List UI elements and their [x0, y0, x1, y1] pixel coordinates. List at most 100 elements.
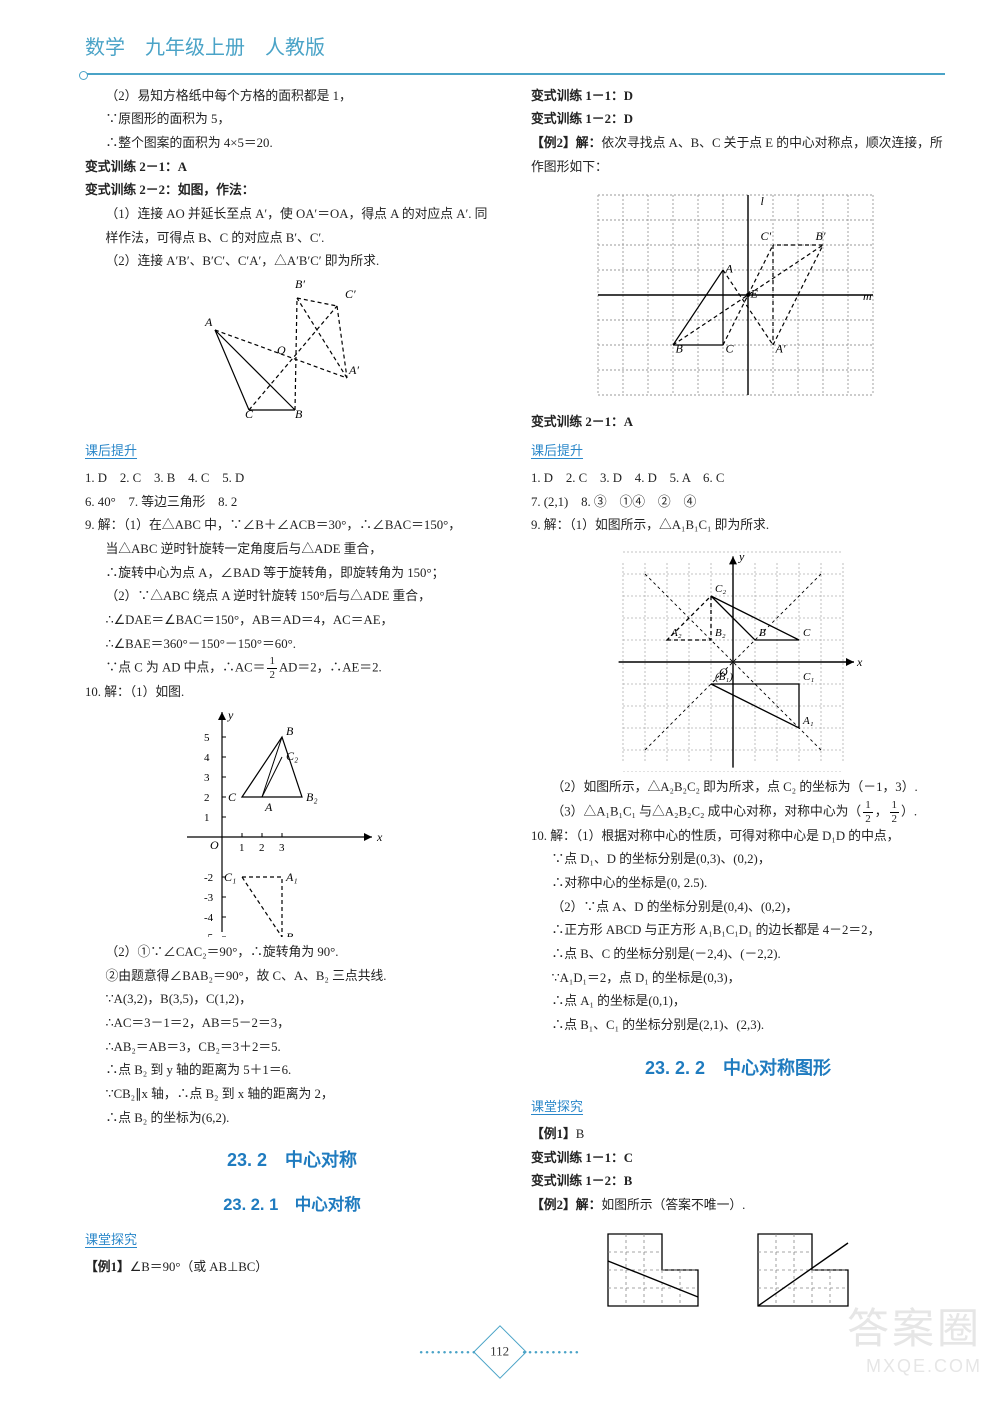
section-title: 23. 2. 1 中心对称 [85, 1190, 499, 1221]
svg-text:-4: -4 [204, 912, 214, 924]
text: ∴点 B、C 的坐标分别是(－2,4)、(－2,2). [531, 943, 945, 967]
svg-text:C₂: C₂ [715, 583, 726, 595]
svg-text:3: 3 [279, 842, 285, 854]
svg-text:B₁: B₁ [286, 930, 298, 937]
text: ②由题意得∠BAB₂＝90°，故 C、A、B₂ 三点共线. [85, 965, 499, 989]
svg-text:1: 1 [239, 842, 245, 854]
svg-text:C: C [228, 790, 237, 804]
svg-text:B: B [286, 724, 294, 738]
text: ∴点 B₂ 的坐标为(6,2). [85, 1107, 499, 1131]
text: ∵A(3,2)，B(3,5)，C(1,2)， [85, 988, 499, 1012]
text: （2）①∵∠CAC₂＝90°，∴旋转角为 90°. [85, 941, 499, 965]
svg-text:A₁: A₁ [802, 715, 814, 727]
svg-text:B: B [676, 342, 684, 356]
text: ∴AB₂＝AB＝3，CB₂＝3＋2＝5. [85, 1036, 499, 1060]
page-title: 数学 九年级上册 人教版 [85, 30, 945, 67]
text: ∴正方形 ABCD 与正方形 A₁B₁C₁D₁ 的边长都是 4－2＝2， [531, 919, 945, 943]
page-footer: •••••••••• 112 •••••••••• [0, 1333, 1000, 1371]
figure-lshape-sym [531, 1224, 945, 1319]
text: ∴点 B₁、C₁ 的坐标分别是(2,1)、(2,3). [531, 1014, 945, 1038]
svg-text:A: A [264, 800, 273, 814]
text: ∵A₁D₁＝2，点 D₁ 的坐标是(0,3)， [531, 967, 945, 991]
svg-text:B₂: B₂ [306, 790, 318, 804]
section-title: 23. 2. 2 中心对称图形 [531, 1052, 945, 1085]
svg-text:E: E [750, 287, 759, 301]
text: 变式训练 1－2：D [531, 108, 945, 132]
svg-text:3: 3 [204, 772, 210, 784]
figure-coord-sym: xyOC₂A₂B₂BC(B₁)C₁A₁ [531, 542, 945, 772]
content-columns: （2）易知方格纸中每个方格的面积都是 1， ∵原图形的面积为 5， ∴整个图案的… [85, 85, 945, 1325]
text: 9. 解：（1）在△ABC 中，∵∠B＋∠ACB＝30°，∴∠BAC＝150°， [85, 514, 499, 538]
text: （2）如图所示，△A₂B₂C₂ 即为所求，点 C₂ 的坐标为（－1，3）. [531, 776, 945, 800]
svg-text:A: A [725, 262, 734, 276]
svg-text:A: A [204, 315, 213, 329]
text: ∴∠BAE＝360°－150°－150°＝60°. [85, 633, 499, 657]
svg-text:C′: C′ [345, 287, 356, 301]
svg-text:B: B [759, 627, 766, 639]
svg-text:B: B [295, 407, 303, 421]
svg-text:A′: A′ [348, 363, 359, 377]
svg-text:C: C [726, 342, 735, 356]
svg-text:-5: -5 [204, 932, 214, 937]
svg-text:-2: -2 [204, 872, 213, 884]
svg-text:2: 2 [259, 842, 265, 854]
text: 变式训练 1－1：D [531, 85, 945, 109]
answer-line: 7. (2,1) 8. ③ ①④ ② ④ [531, 491, 945, 515]
svg-text:5: 5 [204, 732, 210, 744]
figure-grid-reflection: lC'B'EmBCA'A [531, 185, 945, 405]
svg-text:m: m [863, 289, 872, 303]
text: ∴点 A₁ 的坐标是(0,1)， [531, 990, 945, 1014]
svg-text:(B₁): (B₁) [715, 671, 733, 683]
text: ∴AC＝3－1＝2，AB＝5－2＝3， [85, 1012, 499, 1036]
text: （2）∵△ABC 绕点 A 逆时针旋转 150°后与△ADE 重合， [85, 585, 499, 609]
text: 10. 解：（1）如图. [85, 681, 499, 705]
section-heading: 课堂探究 [531, 1095, 945, 1119]
svg-text:C': C' [761, 229, 772, 243]
text: ∴∠DAE＝∠BAC＝150°，AB＝AD＝4，AC＝AE， [85, 609, 499, 633]
text: ∴整个图案的面积为 4×5＝20. [85, 132, 499, 156]
right-column: 变式训练 1－1：D 变式训练 1－2：D 【例2】解：依次寻找点 A、B、C … [531, 85, 945, 1325]
svg-text:-3: -3 [204, 892, 214, 904]
header-rule [85, 73, 945, 75]
footer-dots: •••••••••• [522, 1347, 581, 1359]
text: 变式训练 2－1：A [531, 411, 945, 435]
footer-dots: •••••••••• [419, 1347, 478, 1359]
text: （2）连接 A′B′、B′C′、C′A′，△A′B′C′ 即为所求. [85, 250, 499, 274]
text: ∴旋转中心为点 A，∠BAD 等于旋转角，即旋转角为 150°； [85, 562, 499, 586]
left-column: （2）易知方格纸中每个方格的面积都是 1， ∵原图形的面积为 5， ∴整个图案的… [85, 85, 499, 1325]
svg-text:A': A' [775, 342, 786, 356]
svg-text:B′: B′ [295, 278, 305, 291]
svg-text:x: x [856, 655, 863, 669]
text: 变式训练 2－1：A [85, 156, 499, 180]
text: ∵CB₂∥x 轴，∴点 B₂ 到 x 轴的距离为 2， [85, 1083, 499, 1107]
text: 9. 解：（1）如图所示，△A₁B₁C₁ 即为所求. [531, 514, 945, 538]
svg-text:l: l [761, 194, 765, 208]
text: ∴对称中心的坐标是(0, 2.5). [531, 872, 945, 896]
svg-text:y: y [227, 708, 234, 722]
text: （3）△A₁B₁C₁ 与△A₂B₂C₂ 成中心对称，对称中心为（12，12）. [531, 800, 945, 825]
text: ∴点 B₂ 到 y 轴的距离为 5＋1＝6. [85, 1059, 499, 1083]
svg-text:C: C [245, 407, 254, 421]
section-heading: 课后提升 [85, 439, 499, 463]
text: 变式训练 2－2：如图，作法： [85, 179, 499, 203]
section-heading: 课后提升 [531, 439, 945, 463]
svg-text:y: y [738, 549, 745, 563]
section-heading: 课堂探究 [85, 1228, 499, 1252]
svg-text:A₁: A₁ [285, 870, 298, 884]
svg-text:C₂: C₂ [286, 749, 298, 763]
text: ∵点 D₁、D 的坐标分别是(0,3)、(0,2)， [531, 848, 945, 872]
figure-coord-triangles: xyO12312345-2-3-4-5CABC₂B₂C₁A₁B₁ [85, 707, 499, 937]
figure-rotation-triangle: B′C′AOA′CB [85, 278, 499, 433]
text: 【例2】解：如图所示（答案不唯一）. [531, 1194, 945, 1218]
text: 当△ABC 逆时针旋转一定角度后与△ADE 重合， [85, 538, 499, 562]
answer-line: 1. D 2. C 3. D 4. D 5. A 6. C [531, 467, 945, 491]
text: 【例1】【例1】∠B＝90°（或 AB⊥BC）∠B＝90°（或 AB⊥BC） [85, 1256, 499, 1280]
svg-text:4: 4 [204, 752, 210, 764]
section-title: 23. 2 中心对称 [85, 1144, 499, 1177]
svg-text:B₂: B₂ [715, 627, 726, 639]
text: ∵原图形的面积为 5， [85, 108, 499, 132]
svg-text:C₁: C₁ [803, 671, 814, 683]
text: （1）连接 AO 并延长至点 A′，使 OA′＝OA，得点 A 的对应点 A′.… [85, 203, 499, 250]
page: 数学 九年级上册 人教版 （2）易知方格纸中每个方格的面积都是 1， ∵原图形的… [0, 0, 1000, 1401]
text: （2）∵点 A、D 的坐标分别是(0,4)、(0,2)， [531, 896, 945, 920]
